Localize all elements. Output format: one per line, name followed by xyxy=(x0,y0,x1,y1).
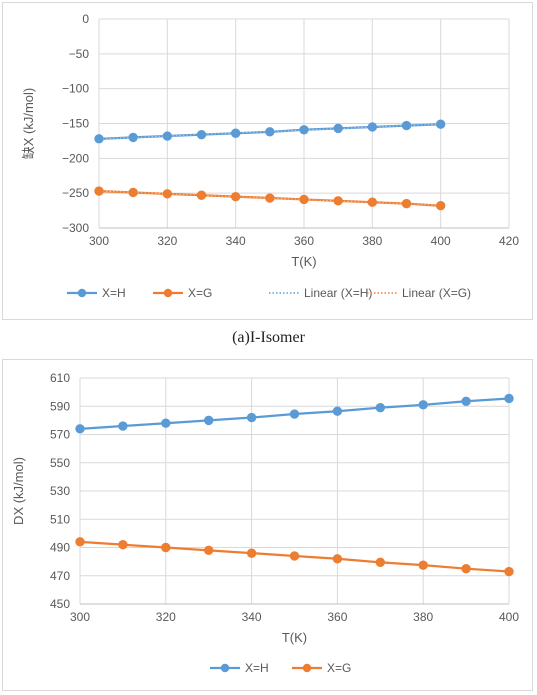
chart-a-series-g-point xyxy=(435,201,446,211)
chart-a-series-g-point xyxy=(128,187,138,198)
chart-b-series-h-point xyxy=(204,415,214,426)
chart-a-y-tick-label: −50 xyxy=(69,47,90,61)
chart-b-series-h-point xyxy=(375,402,385,413)
chart-a-y-tick-label: −150 xyxy=(62,117,89,131)
chart-b-series-h-point xyxy=(461,396,471,407)
chart-b-y-tick-label: 550 xyxy=(50,456,70,470)
chart-a-x-tick-label: 400 xyxy=(431,234,451,248)
chart-a-x-tick-label: 380 xyxy=(362,234,382,248)
chart-a-series-h-point xyxy=(94,134,104,144)
chart-b-x-tick-label: 400 xyxy=(499,610,519,624)
chart-a-series-h-point xyxy=(265,127,275,137)
chart-b-y-axis-title: DX (kJ/mol) xyxy=(11,457,26,525)
chart-b-series-h-point xyxy=(161,418,171,428)
chart-a-y-tick-label: −250 xyxy=(62,186,89,200)
chart-a-x-tick-label: 340 xyxy=(226,234,246,248)
chart-a-series-g-point xyxy=(265,193,275,203)
chart-b-y-tick-label: 610 xyxy=(50,371,70,385)
chart-b-series-g-point xyxy=(461,563,471,574)
chart-a-series-h-point xyxy=(196,129,207,140)
chart-a-series-h-point xyxy=(162,131,173,141)
chart-a-x-tick-label: 360 xyxy=(294,234,314,248)
chart-a-svg: 300 320 340 360 380 400 420 0 −50 −100 −150 −200 −25… xyxy=(21,12,519,300)
chart-a-x-tick-label: 300 xyxy=(89,234,109,248)
chart-a-series-g-point xyxy=(333,196,343,206)
chart-b-x-tick-label: 300 xyxy=(70,610,90,624)
chart-b-series-h-point xyxy=(289,409,300,419)
chart-b-x-tick-label: 360 xyxy=(327,610,347,624)
chart-a-series-g-point xyxy=(162,189,173,199)
chart-b-legend-swatch-marker xyxy=(302,663,312,673)
chart-a-x-tick-label: 420 xyxy=(499,234,519,248)
chart-a-x-axis-title: T(K) xyxy=(291,254,316,269)
chart-b-y-tick-label: 450 xyxy=(50,597,70,611)
chart-a-series-h-point xyxy=(299,125,309,135)
chart-panel-b: 300 320 340 360 380 400 450 470 490 510 530 550 570 5… xyxy=(2,359,533,691)
chart-a-legend-swatch-marker xyxy=(77,288,87,298)
chart-b-x-tick-label: 320 xyxy=(156,610,176,624)
chart-b-x-tick-label: 340 xyxy=(242,610,262,624)
chart-a-legend-label: Linear (X=G) xyxy=(402,286,471,300)
chart-a-series-g-point xyxy=(230,191,241,202)
chart-a-series-g-point xyxy=(299,194,309,205)
chart-a-series-g-point xyxy=(367,197,378,207)
chart-a-x-tick-label: 320 xyxy=(157,234,177,248)
chart-a-caption: (a)I-Isomer xyxy=(232,329,305,346)
chart-b-series-h-point xyxy=(118,421,128,431)
chart-b-series-g-point xyxy=(246,548,257,558)
chart-a-series-g-point xyxy=(94,186,104,196)
chart-b-legend-label: X=G xyxy=(327,661,351,675)
chart-b-series-g-point xyxy=(75,537,85,547)
chart-a-series-h-point xyxy=(435,119,446,129)
chart-b-y-tick-label: 510 xyxy=(50,512,70,526)
chart-a-legend-label: X=G xyxy=(188,286,212,300)
chart-a-series-g-point xyxy=(196,190,207,200)
chart-b-x-axis-title: T(K) xyxy=(282,630,307,645)
chart-a-y-tick-label: −100 xyxy=(62,82,89,96)
chart-panel-a: 300 320 340 360 380 400 420 0 −50 −100 −150 −200 −25… xyxy=(2,2,533,320)
chart-b-series-g-point xyxy=(504,566,514,577)
chart-b-series-h-point xyxy=(332,406,343,416)
chart-a-legend-label: X=H xyxy=(102,286,126,300)
chart-a-legend-label: Linear (X=H) xyxy=(304,286,372,300)
chart-b-y-tick-label: 470 xyxy=(50,569,70,583)
chart-a-y-tick-label: −200 xyxy=(62,151,89,165)
chart-a-series-g-point xyxy=(401,198,412,209)
chart-a-series-g-trendline xyxy=(98,190,441,206)
chart-b-series-g-point xyxy=(418,560,428,570)
chart-a-y-tick-label: −300 xyxy=(62,221,89,235)
chart-a-series-h-point xyxy=(128,132,138,143)
chart-a-legend-swatch-marker xyxy=(163,288,173,298)
chart-a-series-h-trendline xyxy=(98,123,441,140)
chart-b-y-tick-label: 590 xyxy=(50,399,70,413)
chart-b-svg: 300 320 340 360 380 400 450 470 490 510 530 550 570 5… xyxy=(11,371,519,675)
chart-b-series-h-point xyxy=(504,393,514,404)
chart-b-series-h-point xyxy=(75,424,85,434)
chart-b-series-h-point xyxy=(246,412,257,423)
chart-b-y-tick-label: 530 xyxy=(50,484,70,498)
chart-a-y-axis-title: 缺X (kJ/mol) xyxy=(21,88,36,160)
chart-b-series-g-point xyxy=(375,557,385,568)
chart-a-series-h-point xyxy=(367,122,378,132)
chart-a-series-h-point xyxy=(230,128,241,138)
chart-b-legend-label: X=H xyxy=(245,661,269,675)
chart-b-series-g-point xyxy=(289,551,300,561)
chart-b-y-tick-label: 570 xyxy=(50,428,70,442)
chart-b-series-g-point xyxy=(332,554,343,564)
chart-b-series-g-point xyxy=(204,545,214,556)
chart-a-series-h-point xyxy=(401,120,412,131)
chart-b-y-tick-label: 490 xyxy=(50,541,70,555)
chart-a-series-h-point xyxy=(333,123,343,134)
chart-b-series-h-point xyxy=(418,400,428,410)
chart-b-x-tick-label: 380 xyxy=(413,610,433,624)
chart-a-y-tick-label: 0 xyxy=(82,12,89,26)
chart-b-series-g-point xyxy=(161,542,171,553)
chart-b-legend-swatch-marker xyxy=(220,663,230,673)
chart-b-series-g-point xyxy=(118,539,128,550)
